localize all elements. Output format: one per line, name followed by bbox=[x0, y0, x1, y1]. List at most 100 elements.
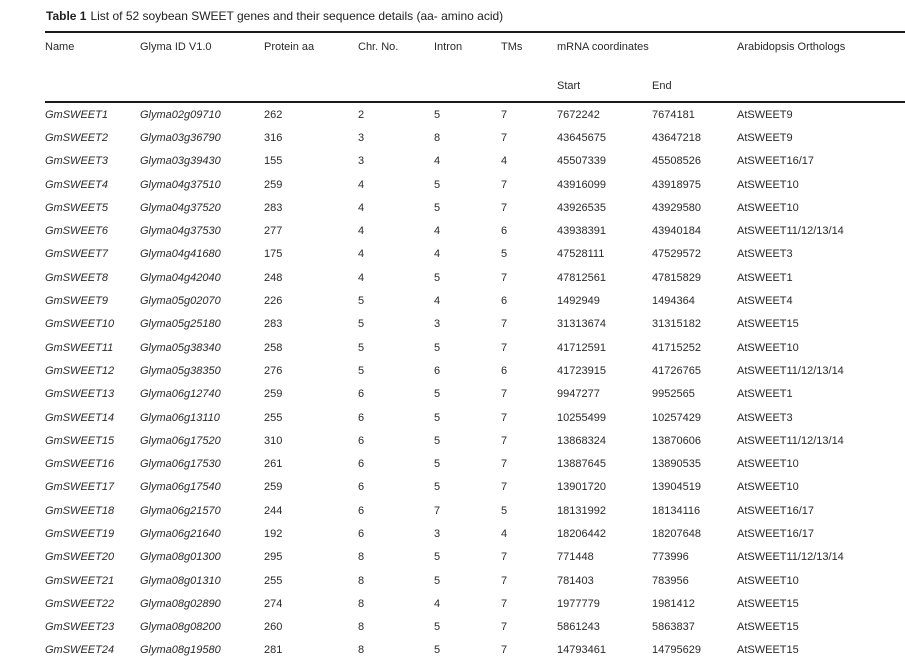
cell-intron: 5 bbox=[434, 621, 441, 634]
cell-name: GmSWEET14 bbox=[45, 411, 115, 424]
table-row: GmSWEET13 Glyma06g12740 259 6 5 7 9947277 99525… bbox=[45, 383, 905, 406]
cell-chr-no: 8 bbox=[358, 551, 365, 564]
cell-name: GmSWEET9 bbox=[45, 295, 108, 308]
cell-chr-no: 6 bbox=[358, 458, 365, 471]
cell-end: 13890535 bbox=[652, 458, 701, 471]
cell-end: 10257429 bbox=[652, 411, 701, 424]
cell-protein-aa: 226 bbox=[264, 295, 283, 308]
cell-ortholog: AtSWEET1 bbox=[737, 271, 793, 284]
cell-tms: 7 bbox=[501, 434, 508, 447]
cell-intron: 5 bbox=[434, 108, 441, 121]
cell-intron: 5 bbox=[434, 458, 441, 471]
cell-glyma-id: Glyma04g42040 bbox=[140, 271, 221, 284]
cell-chr-no: 4 bbox=[358, 178, 365, 191]
cell-protein-aa: 248 bbox=[264, 271, 283, 284]
cell-name: GmSWEET7 bbox=[45, 248, 108, 261]
table-row: GmSWEET7 Glyma04g41680 175 4 4 5 47528111 47529… bbox=[45, 243, 905, 266]
cell-tms: 7 bbox=[501, 271, 508, 284]
cell-intron: 5 bbox=[434, 388, 441, 401]
cell-chr-no: 8 bbox=[358, 644, 365, 657]
cell-start: 781403 bbox=[557, 574, 594, 587]
col-subheader-start: Start bbox=[557, 80, 581, 92]
cell-end: 43647218 bbox=[652, 131, 701, 144]
cell-end: 9952565 bbox=[652, 388, 695, 401]
table-row: GmSWEET18 Glyma06g21570 244 6 7 5 18131992 1813… bbox=[45, 499, 905, 522]
cell-chr-no: 8 bbox=[358, 597, 365, 610]
cell-glyma-id: Glyma05g38350 bbox=[140, 364, 221, 377]
cell-end: 47815829 bbox=[652, 271, 701, 284]
cell-protein-aa: 155 bbox=[264, 155, 283, 168]
cell-end: 43918975 bbox=[652, 178, 701, 191]
table-header: Name Glyma ID V1.0 Protein aa Chr. No. I… bbox=[45, 32, 905, 102]
cell-protein-aa: 259 bbox=[264, 481, 283, 494]
cell-intron: 6 bbox=[434, 364, 441, 377]
cell-start: 18206442 bbox=[557, 527, 606, 540]
cell-glyma-id: Glyma05g02070 bbox=[140, 295, 221, 308]
cell-intron: 4 bbox=[434, 248, 441, 261]
cell-protein-aa: 295 bbox=[264, 551, 283, 564]
table-body: GmSWEET1 Glyma02g09710 262 2 5 7 7672242 767418… bbox=[45, 102, 905, 662]
cell-name: GmSWEET22 bbox=[45, 597, 115, 610]
cell-protein-aa: 258 bbox=[264, 341, 283, 354]
cell-start: 1492949 bbox=[557, 295, 600, 308]
cell-name: GmSWEET10 bbox=[45, 318, 115, 331]
cell-chr-no: 6 bbox=[358, 388, 365, 401]
cell-name: GmSWEET12 bbox=[45, 364, 115, 377]
cell-chr-no: 6 bbox=[358, 411, 365, 424]
cell-tms: 7 bbox=[501, 621, 508, 634]
cell-tms: 6 bbox=[501, 225, 508, 238]
cell-ortholog: AtSWEET16/17 bbox=[737, 504, 815, 517]
cell-ortholog: AtSWEET11/12/13/14 bbox=[737, 434, 844, 447]
col-header-mrna-coordinates: mRNA coordinates bbox=[557, 41, 649, 53]
cell-intron: 4 bbox=[434, 597, 441, 610]
cell-end: 18207648 bbox=[652, 527, 701, 540]
cell-glyma-id: Glyma04g41680 bbox=[140, 248, 221, 261]
cell-name: GmSWEET5 bbox=[45, 201, 108, 214]
cell-ortholog: AtSWEET10 bbox=[737, 458, 799, 471]
cell-start: 41723915 bbox=[557, 364, 606, 377]
cell-chr-no: 5 bbox=[358, 318, 365, 331]
cell-ortholog: AtSWEET15 bbox=[737, 597, 799, 610]
cell-name: GmSWEET21 bbox=[45, 574, 115, 587]
cell-glyma-id: Glyma08g01310 bbox=[140, 574, 221, 587]
cell-name: GmSWEET20 bbox=[45, 551, 115, 564]
cell-glyma-id: Glyma08g19580 bbox=[140, 644, 221, 657]
cell-ortholog: AtSWEET4 bbox=[737, 295, 793, 308]
cell-start: 9947277 bbox=[557, 388, 600, 401]
cell-chr-no: 3 bbox=[358, 155, 365, 168]
cell-start: 47812561 bbox=[557, 271, 606, 284]
col-header-glyma-id: Glyma ID V1.0 bbox=[140, 41, 212, 53]
table-row: GmSWEET17 Glyma06g17540 259 6 5 7 13901720 1390… bbox=[45, 476, 905, 499]
table-row: GmSWEET23 Glyma08g08200 260 8 5 7 5861243 58638… bbox=[45, 616, 905, 639]
cell-protein-aa: 255 bbox=[264, 574, 283, 587]
cell-tms: 5 bbox=[501, 248, 508, 261]
cell-tms: 7 bbox=[501, 597, 508, 610]
cell-start: 31313674 bbox=[557, 318, 606, 331]
cell-name: GmSWEET4 bbox=[45, 178, 108, 191]
cell-glyma-id: Glyma04g37530 bbox=[140, 225, 221, 238]
cell-intron: 4 bbox=[434, 225, 441, 238]
cell-ortholog: AtSWEET11/12/13/14 bbox=[737, 551, 844, 564]
cell-ortholog: AtSWEET16/17 bbox=[737, 155, 815, 168]
cell-end: 7674181 bbox=[652, 108, 695, 121]
cell-glyma-id: Glyma06g12740 bbox=[140, 388, 221, 401]
cell-name: GmSWEET3 bbox=[45, 155, 108, 168]
cell-chr-no: 4 bbox=[358, 248, 365, 261]
cell-end: 47529572 bbox=[652, 248, 701, 261]
table-row: GmSWEET24 Glyma08g19580 281 8 5 7 14793461 1479… bbox=[45, 639, 905, 662]
table-row: GmSWEET4 Glyma04g37510 259 4 5 7 43916099 43918… bbox=[45, 173, 905, 196]
cell-chr-no: 6 bbox=[358, 481, 365, 494]
cell-glyma-id: Glyma04g37510 bbox=[140, 178, 221, 191]
cell-protein-aa: 274 bbox=[264, 597, 283, 610]
cell-glyma-id: Glyma08g01300 bbox=[140, 551, 221, 564]
cell-start: 771448 bbox=[557, 551, 594, 564]
cell-tms: 7 bbox=[501, 644, 508, 657]
table-row: GmSWEET5 Glyma04g37520 283 4 5 7 43926535 43929… bbox=[45, 196, 905, 219]
table-row: GmSWEET1 Glyma02g09710 262 2 5 7 7672242 767418… bbox=[45, 102, 905, 126]
cell-glyma-id: Glyma06g13110 bbox=[140, 411, 220, 424]
cell-intron: 5 bbox=[434, 201, 441, 214]
cell-glyma-id: Glyma06g17520 bbox=[140, 434, 221, 447]
cell-intron: 8 bbox=[434, 131, 441, 144]
cell-glyma-id: Glyma08g08200 bbox=[140, 621, 221, 634]
col-header-tms: TMs bbox=[501, 41, 523, 53]
